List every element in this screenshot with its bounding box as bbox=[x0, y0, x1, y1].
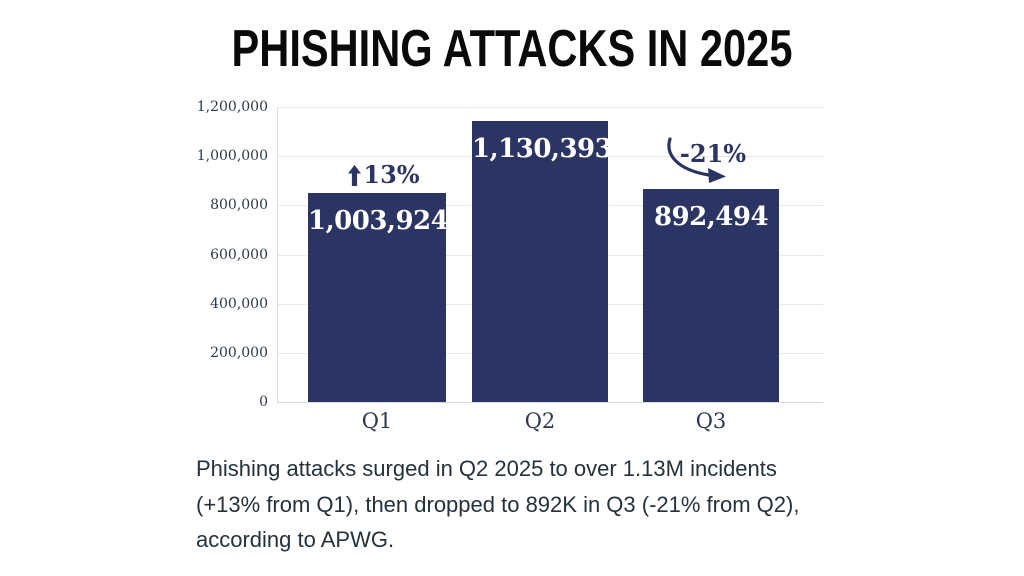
y-axis-tick-label: 400,000 bbox=[210, 296, 268, 312]
bar-q3: 892,494 bbox=[643, 189, 779, 402]
y-axis-tick-label: 200,000 bbox=[210, 345, 268, 361]
y-axis-tick-label: 600,000 bbox=[210, 247, 268, 263]
y-axis-line bbox=[277, 107, 278, 403]
up-arrow-icon bbox=[348, 165, 362, 186]
curved-down-arrow-icon bbox=[667, 137, 726, 183]
x-axis-tick-label: Q2 bbox=[524, 409, 556, 433]
annotation-q3-label: -21% bbox=[679, 139, 747, 168]
y-axis-tick-label: 0 bbox=[259, 394, 268, 410]
bar-value-label: 1,003,924 bbox=[308, 206, 449, 236]
annotation-q3-decrease: -21% bbox=[667, 141, 759, 167]
x-axis-tick-label: Q1 bbox=[361, 409, 393, 433]
y-axis-tick-label: 1,000,000 bbox=[196, 148, 268, 164]
x-axis-tick-label: Q3 bbox=[695, 409, 727, 433]
chart-title: PHISHING ATTACKS IN 2025 bbox=[231, 20, 793, 78]
bar-q1: 1,003,924 bbox=[308, 193, 449, 402]
gridline bbox=[278, 402, 823, 403]
gridline bbox=[278, 107, 823, 108]
caption: Phishing attacks surged in Q2 2025 to ov… bbox=[196, 451, 876, 558]
annotation-q1-label: 13% bbox=[363, 160, 420, 189]
y-axis-tick-label: 800,000 bbox=[210, 197, 268, 213]
caption-line-3: according to APWG. bbox=[196, 527, 395, 552]
bar-value-label: 1,130,393 bbox=[472, 134, 613, 164]
caption-line-2: (+13% from Q1), then dropped to 892K in … bbox=[196, 491, 800, 517]
caption-line-1: Phishing attacks surged in Q2 2025 to ov… bbox=[196, 456, 777, 481]
y-axis-tick-label: 1,200,000 bbox=[196, 99, 268, 115]
bar-q2: 1,130,393 bbox=[472, 121, 613, 402]
annotation-q1-increase: 13% bbox=[339, 161, 429, 188]
bar-value-label: 892,494 bbox=[653, 202, 769, 232]
